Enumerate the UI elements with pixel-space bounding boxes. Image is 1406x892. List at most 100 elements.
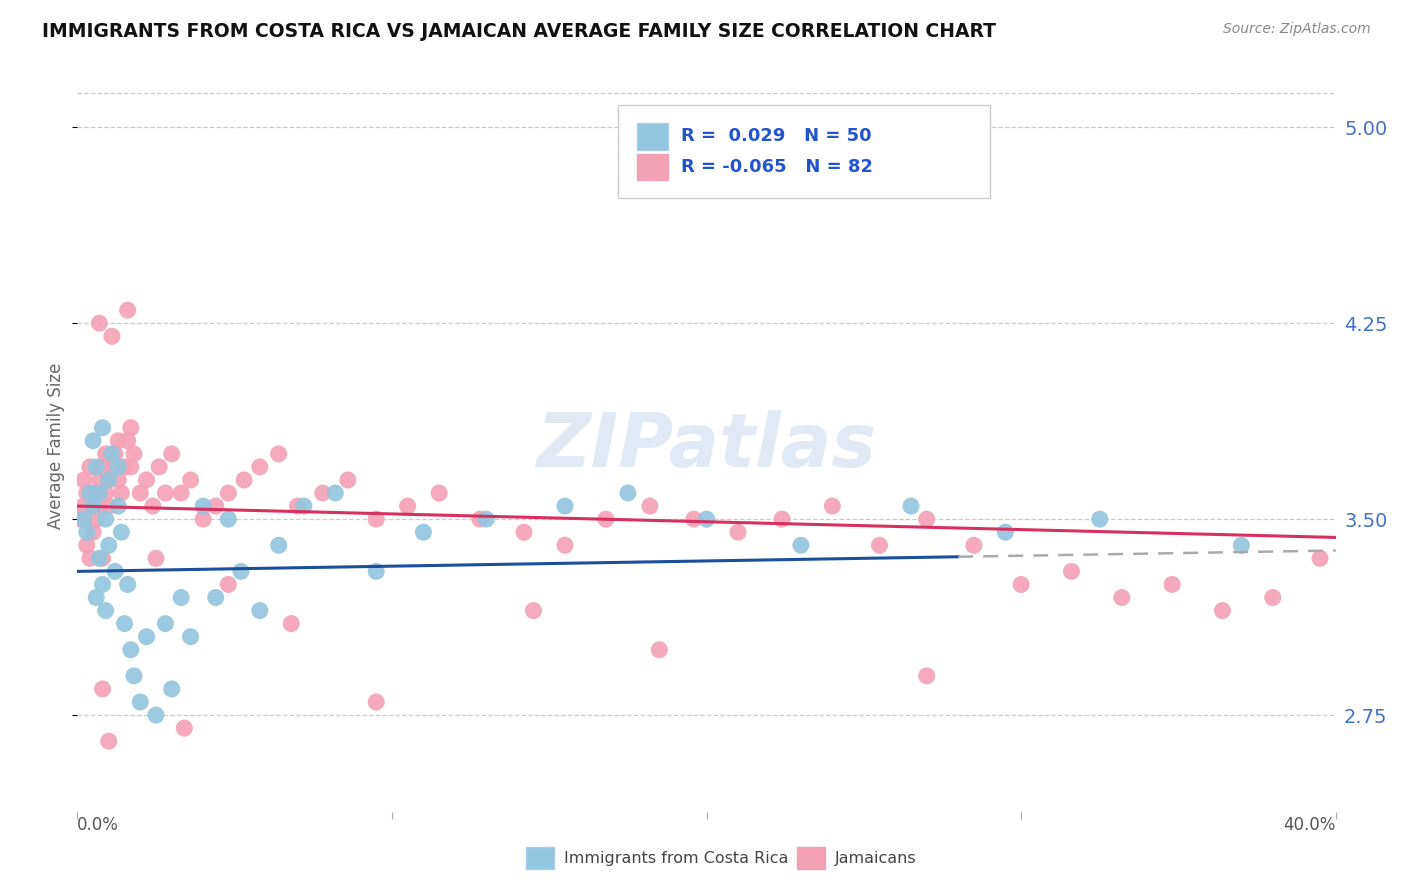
Point (89, 316, 111, 330)
Point (101, 447, 124, 461)
Point (204, 499, 226, 513)
Point (366, 695, 388, 709)
Point (217, 486, 239, 500)
Point (114, 616, 136, 631)
Point (79, 459, 101, 474)
Point (76, 525, 98, 540)
Point (267, 538, 290, 552)
Point (101, 459, 124, 474)
Point (1211, 604, 1233, 618)
Point (145, 708, 167, 723)
Point (79, 486, 101, 500)
Point (110, 525, 132, 540)
Point (233, 473, 256, 487)
Point (135, 630, 157, 644)
Y-axis label: Average Family Size: Average Family Size (48, 363, 66, 529)
Point (129, 486, 152, 500)
Point (1230, 538, 1253, 552)
Point (821, 499, 844, 513)
Text: 40.0%: 40.0% (1284, 816, 1336, 834)
Point (1088, 512, 1111, 526)
Point (122, 669, 145, 683)
Point (84, 459, 107, 474)
Text: Source: ZipAtlas.com: Source: ZipAtlas.com (1223, 22, 1371, 37)
Point (76, 538, 98, 552)
Point (915, 669, 938, 683)
Point (427, 486, 450, 500)
Point (122, 447, 145, 461)
Point (107, 473, 129, 487)
Point (91, 681, 114, 696)
Point (554, 499, 576, 513)
Point (148, 459, 170, 474)
Point (312, 486, 335, 500)
Point (204, 591, 226, 605)
Point (1161, 577, 1184, 591)
Text: 0.0%: 0.0% (77, 816, 120, 834)
Point (82, 499, 104, 513)
Point (229, 565, 252, 579)
Point (994, 525, 1017, 540)
Point (191, 499, 215, 513)
Point (554, 538, 576, 552)
Point (120, 459, 142, 474)
Point (94, 486, 117, 500)
Point (595, 512, 617, 526)
Point (217, 512, 239, 526)
Point (513, 525, 536, 540)
Point (107, 459, 129, 474)
Point (249, 459, 271, 474)
Point (396, 499, 419, 513)
Point (1010, 577, 1032, 591)
Point (89, 486, 111, 500)
Point (249, 604, 271, 618)
Point (173, 721, 195, 735)
Point (79, 551, 101, 566)
Point (869, 538, 891, 552)
Point (155, 616, 177, 631)
Point (91, 459, 114, 474)
Point (323, 486, 346, 500)
Point (915, 512, 938, 526)
Text: Immigrants from Costa Rica: Immigrants from Costa Rica (564, 851, 789, 865)
Point (72, 499, 94, 513)
Point (101, 329, 124, 343)
Point (82, 499, 104, 513)
Text: R =  0.029   N = 50: R = 0.029 N = 50 (681, 128, 872, 145)
Point (91, 577, 114, 591)
Point (94, 604, 117, 618)
Text: R = -0.065   N = 82: R = -0.065 N = 82 (681, 158, 873, 176)
Point (727, 525, 749, 540)
Point (900, 499, 922, 513)
Point (617, 486, 640, 500)
Point (84, 486, 107, 500)
Point (97, 473, 120, 487)
Point (97, 473, 120, 487)
Point (963, 538, 986, 552)
Point (84, 486, 107, 500)
Point (1261, 591, 1284, 605)
Point (89, 499, 111, 513)
Point (790, 538, 813, 552)
Point (366, 512, 388, 526)
Point (76, 486, 98, 500)
Point (97, 499, 120, 513)
Point (683, 512, 706, 526)
Point (114, 459, 136, 474)
Point (267, 447, 290, 461)
Point (1309, 551, 1331, 566)
Point (160, 681, 183, 696)
Point (84, 512, 107, 526)
Point (191, 512, 215, 526)
Point (117, 434, 139, 448)
Point (97, 734, 120, 748)
Point (366, 565, 388, 579)
Point (648, 642, 671, 657)
Point (84, 591, 107, 605)
Point (1111, 591, 1133, 605)
Point (135, 473, 157, 487)
Point (145, 551, 167, 566)
Text: ZIPatlas: ZIPatlas (537, 409, 876, 483)
Point (82, 525, 104, 540)
Text: IMMIGRANTS FROM COSTA RICA VS JAMAICAN AVERAGE FAMILY SIZE CORRELATION CHART: IMMIGRANTS FROM COSTA RICA VS JAMAICAN A… (42, 22, 997, 41)
